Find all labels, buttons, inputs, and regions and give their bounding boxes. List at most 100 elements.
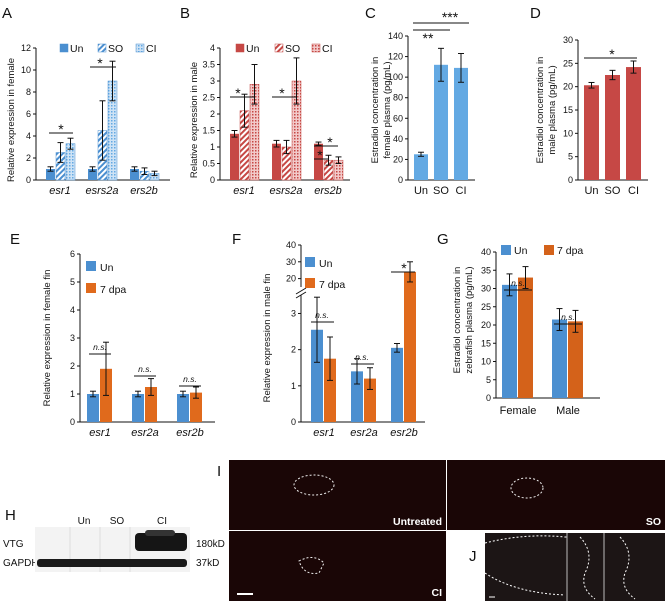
panel-a-ytick-label: 2 [26, 153, 31, 163]
panel-b-ytick-label: 1.5 [202, 126, 215, 136]
panel-a-ytick-label: 0 [26, 175, 31, 185]
panel-h-letter: H [5, 507, 16, 524]
panel-e-ytick-label: 2 [70, 361, 75, 371]
panel-g-ytick-label: 0 [486, 393, 491, 403]
panel-f-ytick-label: 3 [291, 308, 296, 318]
panel-c-xtick-0: Un [414, 185, 428, 197]
panel-f-ns-2: n.s. [355, 352, 369, 362]
panel-d-ytick-label: 15 [563, 105, 573, 115]
panel-g-xtick-0: Female [500, 405, 537, 417]
panel-e-legend-swatch-un [86, 261, 96, 271]
panel-b-ytick-label: 2 [210, 109, 215, 119]
wb-lane-so: SO [110, 516, 125, 527]
panel-b-legend-swatch-un [235, 43, 245, 53]
panel-g-bar-7dpa-1 [568, 321, 583, 398]
panel-e-bar-un-1 [132, 394, 144, 422]
panel-f-axis-break-1 [295, 287, 307, 295]
panel-d-ytick-label: 10 [563, 128, 573, 138]
wb-lane-ci: CI [157, 516, 167, 527]
panel-e-ytick-label: 1 [70, 389, 75, 399]
panel-a-xtick-1: esrs2a [85, 185, 118, 197]
panel-c-ylabel-line1: Estradiol concentration in [370, 57, 381, 164]
panel-b-sig-star-1: * [235, 85, 241, 101]
panel-g-ns-1: n.s. [561, 312, 575, 322]
panel-b-ytick-label: 0 [210, 175, 215, 185]
panel-f-ytick-label: 20 [286, 274, 296, 284]
panel-g-ylabel-line2: zebrafish plasma (pg/mL) [464, 266, 475, 373]
panel-c-ylabel-line2: female plasma (pg/mL) [382, 61, 393, 158]
panel-b-ytick-label: 2.5 [202, 93, 215, 103]
panel-f-ylabel: Relative expression in male fin [262, 274, 273, 403]
panel-f-bar-un-2 [391, 347, 403, 422]
panel-d-ytick-label: 5 [568, 152, 573, 162]
panel-d-xtick-0: Un [584, 185, 598, 197]
panel-f-ns-1: n.s. [315, 310, 329, 320]
panel-c-ytick-label: 140 [388, 31, 403, 41]
micrograph-so: SO [447, 460, 665, 530]
panel-a-sig-star-2: * [97, 55, 103, 71]
panel-g-ytick-label: 25 [481, 302, 491, 312]
wb-row-vtg: VTG [3, 539, 24, 550]
panel-c-letter: C [365, 5, 376, 22]
panel-d-bar-ci [626, 67, 641, 180]
panel-b-ytick-label: 4 [210, 43, 215, 53]
western-blot-image [35, 527, 190, 572]
panel-e-letter: E [10, 231, 20, 248]
panel-e-ytick-label: 5 [70, 277, 75, 287]
panel-a-legend-swatch-un [59, 43, 69, 53]
panel-e-ns-1: n.s. [138, 364, 152, 374]
panel-f-legend-swatch-un [305, 257, 315, 267]
micrograph-ci: CI [229, 531, 446, 601]
panel-b-bar-un-1 [272, 143, 281, 180]
panel-a-ytick-label: 12 [21, 43, 31, 53]
micrograph-untreated: Untreated [229, 460, 446, 530]
panel-d-ylabel-line2: male plasma (pg/mL) [547, 65, 558, 154]
panel-e-xtick-1: esr2a [131, 427, 159, 439]
panel-a-bar-un-0 [46, 169, 55, 180]
panel-a-ytick-label: 6 [26, 109, 31, 119]
micrograph-label-ci: CI [431, 587, 443, 599]
panel-d-letter: D [530, 5, 541, 22]
panel-b-sig-star-4: * [317, 147, 323, 163]
panel-b-ytick-label: 0.5 [202, 159, 215, 169]
panel-d-sig-star: * [609, 46, 615, 62]
panel-d-ytick-label: 20 [563, 82, 573, 92]
panel-d-ytick-label: 25 [563, 58, 573, 68]
panel-f-axis-break-2 [295, 291, 307, 299]
panel-a-ytick-label: 10 [21, 65, 31, 75]
micrograph-label-so: SO [645, 516, 661, 528]
panel-b-ytick-label: 3.5 [202, 60, 215, 70]
micrograph-j [485, 533, 665, 601]
panel-a-xtick-2: ers2b [130, 185, 158, 197]
panel-b-xtick-2: ers2b [314, 185, 342, 197]
panel-f-legend-swatch-7dpa [305, 278, 315, 288]
panel-f-ytick-label: 2 [291, 345, 296, 355]
panel-b-xtick-1: esrs2a [269, 185, 302, 197]
panel-e-bar-un-0 [87, 394, 99, 422]
panel-b-ytick-label: 3 [210, 76, 215, 86]
panel-e-bar-7dpa-2 [190, 392, 202, 422]
panel-c-ytick-label: 120 [388, 52, 403, 62]
panel-c-bar-so [434, 64, 448, 180]
panel-c-ytick-label: 80 [393, 93, 403, 103]
panel-c-ytick-label: 0 [398, 175, 403, 185]
panel-f-bar-7dpa-2 [404, 271, 416, 422]
panel-c-xtick-1: SO [433, 185, 449, 197]
panel-c-ytick-label: 100 [388, 72, 403, 82]
wb-row-gapdh: GAPDH [3, 558, 39, 569]
panel-c-ytick-label: 60 [393, 113, 403, 123]
panel-e-ytick-label: 0 [70, 417, 75, 427]
panel-e-ylabel: Relative expression in female fin [42, 270, 53, 407]
panel-f-ytick-label: 0 [291, 417, 296, 427]
wb-lane-un: Un [78, 516, 91, 527]
panel-e-legend-7dpa: 7 dpa [100, 284, 126, 296]
panel-i-letter: I [217, 463, 221, 480]
panel-g-ytick-label: 30 [481, 284, 491, 294]
panel-e-legend-un: Un [100, 262, 114, 274]
micrograph-label-untreated: Untreated [392, 516, 442, 528]
panel-g-bar-un-1 [552, 319, 567, 398]
panel-f-letter: F [232, 231, 241, 248]
panel-g-ns-0: n.s. [511, 278, 525, 288]
wb-size-180: 180kD [196, 539, 225, 550]
